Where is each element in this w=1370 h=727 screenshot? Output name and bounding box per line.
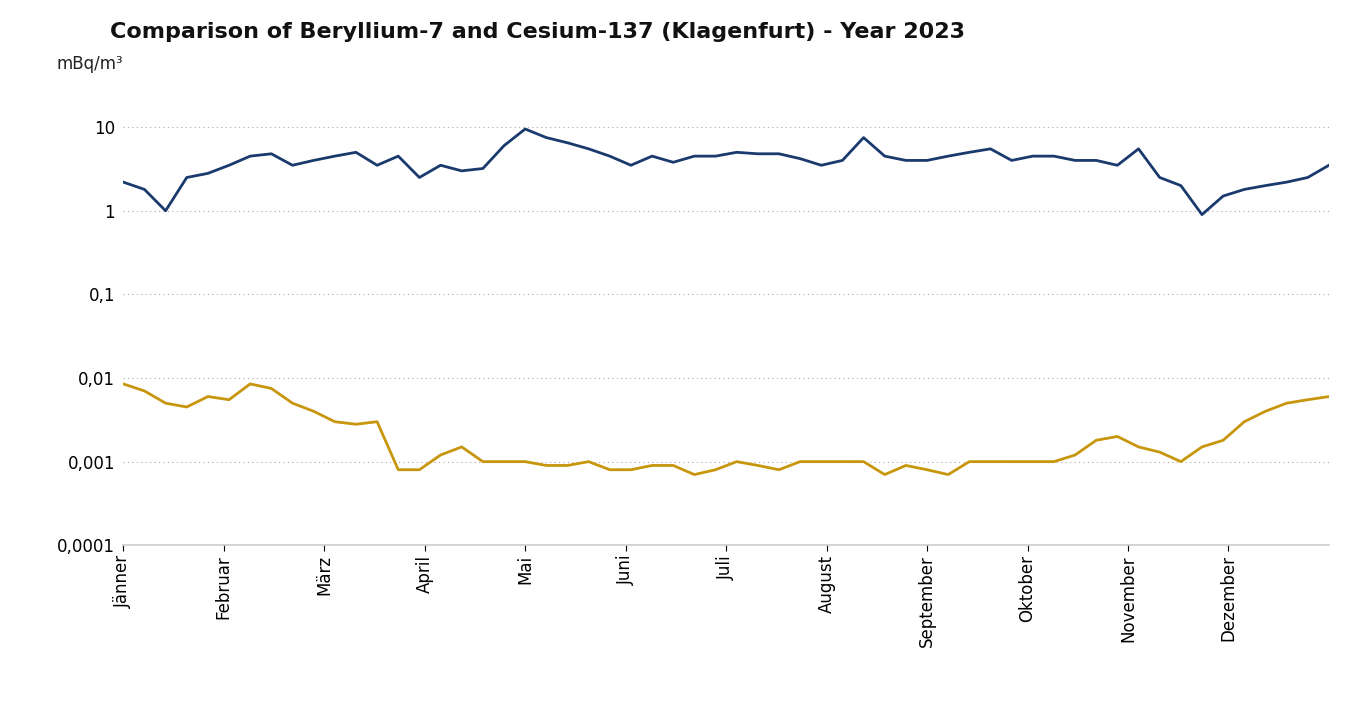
Beryllium-7 — [411, 173, 427, 182]
Cäsium-137 — [1025, 457, 1041, 466]
Beryllium-7 — [1321, 161, 1337, 169]
Text: Comparison of Beryllium-7 and Cesium-137 (Klagenfurt) - Year 2023: Comparison of Beryllium-7 and Cesium-137… — [110, 22, 964, 42]
Beryllium-7 — [390, 152, 407, 161]
Cäsium-137 — [686, 470, 703, 479]
Cäsium-137 — [115, 379, 132, 388]
Beryllium-7 — [1278, 178, 1295, 187]
Cäsium-137 — [940, 470, 956, 479]
Beryllium-7 — [115, 178, 132, 187]
Beryllium-7 — [1151, 173, 1167, 182]
Cäsium-137 — [1321, 392, 1337, 401]
Cäsium-137 — [1151, 448, 1167, 457]
Beryllium-7 — [1025, 152, 1041, 161]
Line: Cäsium-137: Cäsium-137 — [123, 384, 1329, 475]
Text: mBq/m³: mBq/m³ — [58, 55, 123, 73]
Beryllium-7 — [940, 152, 956, 161]
Line: Beryllium-7: Beryllium-7 — [123, 129, 1329, 214]
Legend: Beryllium-7, Cäsium-137: Beryllium-7, Cäsium-137 — [538, 726, 914, 727]
Cäsium-137 — [1278, 399, 1295, 408]
Cäsium-137 — [411, 465, 427, 474]
Beryllium-7 — [516, 124, 533, 133]
Cäsium-137 — [390, 465, 407, 474]
Beryllium-7 — [1193, 210, 1210, 219]
